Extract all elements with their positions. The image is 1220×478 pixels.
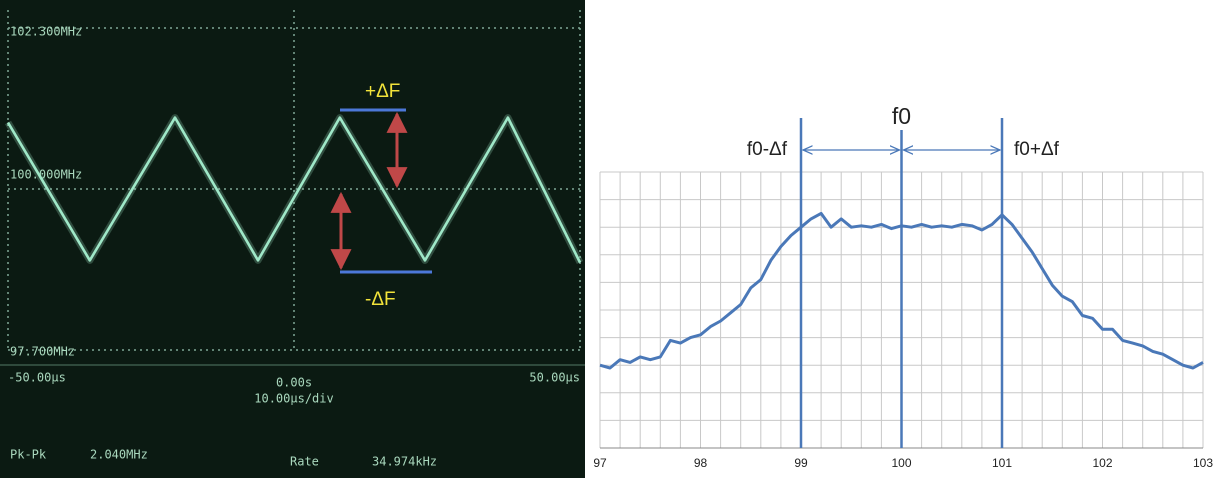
annotation: +ΔF [365,81,400,102]
x-tick-label: 102 [1092,456,1112,470]
x-tick-label: 103 [1193,456,1213,470]
x-tick-label: 50.00μs [529,371,580,385]
readout-label: Pk-Pk [10,448,47,462]
figure: +ΔF -ΔF 10.00μs/div Pk-Pk 2.040MHz Rate … [0,0,1220,478]
readout-value: 2.040MHz [90,448,148,462]
x-tick-label: 99 [794,456,808,470]
x-tick-label: 101 [992,456,1012,470]
x-tick-label: 98 [694,456,708,470]
y-tick-label: 102.300MHz [10,25,82,39]
annotation: f0+Δf [1014,139,1060,160]
y-tick-label: 100.000MHz [10,168,82,182]
oscilloscope: +ΔF -ΔF 10.00μs/div Pk-Pk 2.040MHz Rate … [0,0,585,478]
spectrum: 97 98 99 100 101 102 103 f0-Δf f0 f0+Δf [593,103,1213,470]
x-tick-label: 100 [891,456,911,470]
annotation: f0-Δf [747,139,788,160]
y-tick-label: 97.700MHz [10,345,75,359]
x-tick-label: -50.00μs [8,371,66,385]
x-tick-label: 97 [593,456,607,470]
x-tick-label: 0.00s [276,376,312,390]
readout-label: Rate [290,455,319,469]
annotation: -ΔF [365,289,396,310]
readout-value: 34.974kHz [372,455,437,469]
annotation: f0 [892,103,911,129]
timebase: 10.00μs/div [254,392,333,406]
screen [0,0,585,478]
